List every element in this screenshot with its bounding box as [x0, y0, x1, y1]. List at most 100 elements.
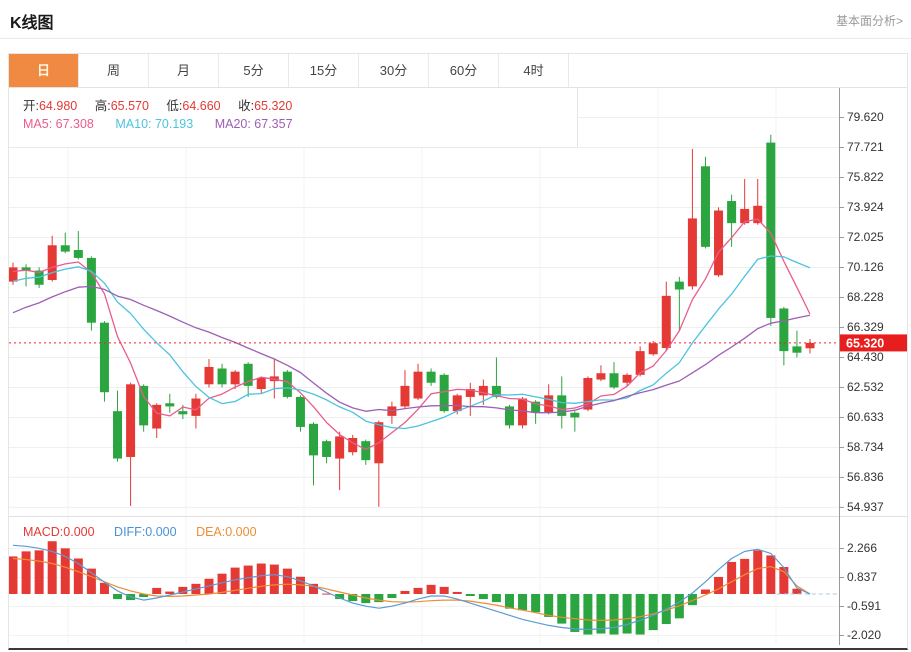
candle-body	[165, 403, 175, 407]
candle-body	[465, 389, 475, 397]
candle-body	[766, 142, 776, 318]
macd-bar	[504, 593, 514, 609]
candle-body	[779, 308, 789, 352]
axis-tick-label: 0.837	[847, 570, 877, 584]
macd-bar	[426, 584, 436, 594]
axis-tick-label: 79.620	[847, 110, 884, 124]
macd-bar	[570, 593, 580, 632]
macd-bar	[609, 593, 619, 635]
macd-bar	[622, 593, 632, 634]
tab-1[interactable]: 周	[79, 54, 149, 87]
macd-bar	[178, 586, 188, 594]
fundamental-analysis-link[interactable]: 基本面分析>	[835, 14, 903, 28]
macd-bar	[282, 568, 292, 594]
macd-bar	[557, 593, 567, 624]
timeframe-tabs: 日周月 5分 15分 30分 60分 4时	[9, 54, 907, 88]
candle-body	[86, 257, 96, 323]
kline-chart-canvas[interactable]: 79.620 77.721 75.822 73.924 72.025 70.126 68.2…	[8, 88, 907, 647]
candle-body	[217, 368, 227, 385]
candle-body	[282, 371, 292, 397]
candle-body	[753, 205, 763, 224]
macd-bar	[400, 590, 410, 594]
macd-bar	[34, 550, 44, 594]
ma20-line	[12, 285, 811, 414]
candle-body	[413, 371, 423, 399]
macd-bar	[635, 593, 645, 635]
macd-bar	[374, 593, 384, 603]
candle-body	[504, 406, 514, 426]
candle-body	[243, 363, 253, 386]
candle-body	[557, 395, 567, 416]
candle-body	[8, 267, 18, 282]
axis-tick-label: 58.734	[847, 440, 884, 454]
candle-body	[740, 208, 750, 224]
macd-bar	[309, 583, 319, 594]
candle-body	[152, 404, 162, 429]
macd-bar	[47, 541, 57, 594]
macd-bar	[322, 593, 332, 595]
candle-body	[674, 281, 684, 290]
candle-body	[570, 412, 580, 418]
tab-2[interactable]: 月	[149, 54, 219, 87]
macd-bar	[21, 551, 31, 594]
candle-body	[322, 441, 332, 457]
axis-tick-label: 77.721	[847, 140, 884, 154]
axis-tick-label: 2.266	[847, 541, 877, 555]
tab-0[interactable]: 日	[9, 54, 79, 87]
last-price-badge-text: 65.320	[846, 336, 884, 350]
legend-box	[9, 88, 577, 147]
candle-body	[309, 423, 319, 456]
macd-bar	[73, 558, 83, 594]
candle-body	[126, 384, 136, 457]
candle-body	[230, 371, 240, 385]
macd-bar	[439, 586, 449, 594]
axis-tick-label: 56.836	[847, 470, 884, 484]
candle-body	[400, 385, 410, 407]
candle-body	[622, 374, 632, 383]
tab-5[interactable]: 30分	[359, 54, 429, 87]
candle-body	[648, 343, 658, 355]
macd-bar	[60, 548, 70, 594]
candle-body	[191, 398, 201, 416]
macd-bar	[86, 568, 96, 594]
axis-tick-label: 75.822	[847, 170, 884, 184]
axis-tick-label: 73.924	[847, 200, 884, 214]
macd-bar	[714, 576, 724, 594]
macd-bar	[113, 593, 123, 600]
axis-tick-label: -0.591	[847, 599, 881, 613]
candle-body	[139, 385, 149, 426]
macd-bar	[256, 563, 266, 594]
macd-bar	[687, 593, 697, 606]
header-divider	[0, 38, 911, 39]
macd-bar	[230, 567, 240, 594]
macd-bar	[740, 558, 750, 594]
axis-tick-label: 68.228	[847, 290, 884, 304]
macd-bar	[348, 593, 358, 602]
macd-bar	[452, 591, 462, 594]
macd-bar	[583, 593, 593, 635]
candle-body	[426, 371, 436, 383]
candle-body	[635, 351, 645, 375]
candle-body	[178, 411, 188, 415]
candle-body	[204, 366, 214, 385]
candle-body	[518, 398, 528, 426]
tab-3[interactable]: 5分	[219, 54, 289, 87]
candle-body	[544, 395, 554, 413]
tab-7[interactable]: 4时	[499, 54, 569, 87]
candle-body	[361, 441, 371, 461]
macd-bar	[165, 591, 175, 594]
candle-body	[478, 385, 488, 396]
tab-4[interactable]: 15分	[289, 54, 359, 87]
candle-body	[439, 374, 449, 412]
candle-body	[348, 438, 358, 453]
macd-bar	[243, 565, 253, 594]
macd-bar	[8, 556, 18, 594]
macd-bar	[465, 593, 475, 597]
candle-body	[491, 385, 501, 397]
axis-tick-label: 54.937	[847, 500, 884, 514]
ma10-line	[12, 255, 811, 430]
ma5-line	[12, 218, 811, 451]
tab-6[interactable]: 60分	[429, 54, 499, 87]
macd-bar	[217, 573, 227, 594]
macd-bar	[139, 593, 149, 598]
